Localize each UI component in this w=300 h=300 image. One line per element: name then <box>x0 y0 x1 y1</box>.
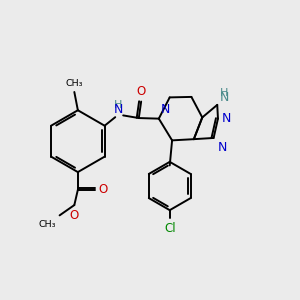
Text: Cl: Cl <box>164 222 176 235</box>
Text: N: N <box>113 103 123 116</box>
Text: O: O <box>136 85 146 98</box>
Text: H: H <box>114 100 122 110</box>
Text: N: N <box>218 141 227 154</box>
Text: CH₃: CH₃ <box>39 220 56 229</box>
Text: CH₃: CH₃ <box>66 80 83 88</box>
Text: N: N <box>160 103 170 116</box>
Text: N: N <box>220 91 230 104</box>
Text: N: N <box>222 112 231 124</box>
Text: O: O <box>99 183 108 196</box>
Text: O: O <box>70 209 79 222</box>
Text: H: H <box>220 88 229 98</box>
